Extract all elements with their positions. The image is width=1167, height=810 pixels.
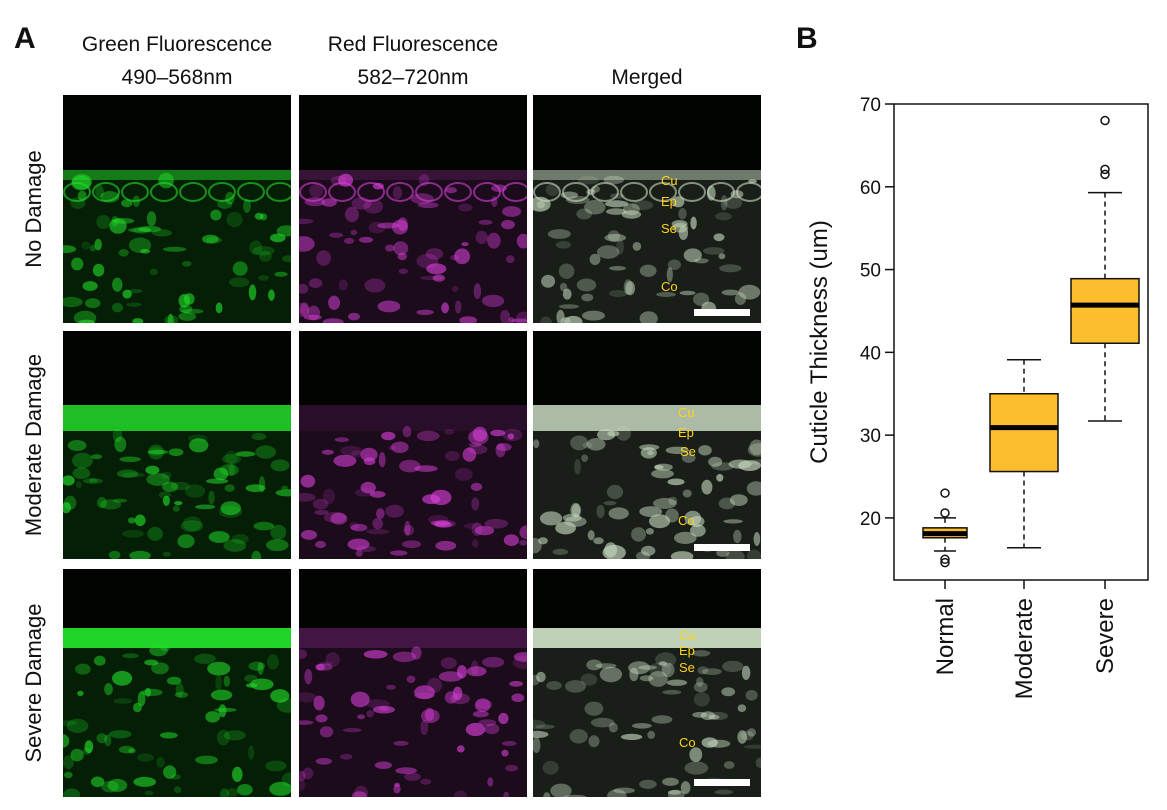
y-axis-label: Cuticle Thickness (um) — [806, 220, 833, 464]
plot-frame — [893, 103, 1149, 581]
boxplot-chart: 20 30 40 50 60 70 Cuticle Thickness (um) Normal… — [806, 95, 1149, 699]
column-header-red: Red Fluorescence 582–720nm — [299, 28, 527, 94]
scale-bar-row3 — [694, 779, 750, 786]
region-label-se-row1: Se — [661, 221, 677, 236]
y-tick-label-40: 40 — [860, 343, 881, 364]
scale-bar-row1 — [694, 309, 750, 316]
y-tick-label-50: 50 — [860, 261, 881, 282]
outlier-normal-2 — [940, 554, 950, 565]
column-header-green: Green Fluorescence 490–568nm — [63, 28, 291, 94]
outlier-severe-1 — [1100, 169, 1110, 180]
region-label-se-row2: Se — [680, 444, 696, 459]
x-tick-label-moderate: Moderate — [1011, 598, 1038, 699]
column-header-green-line1: Green Fluorescence — [81, 33, 273, 56]
micrograph-green-row3 — [63, 569, 291, 797]
box-severe — [1070, 277, 1140, 344]
micrograph-red-row2 — [299, 331, 527, 559]
micrograph-green-row2 — [63, 331, 291, 559]
region-label-co-row2: Co — [678, 513, 695, 528]
scale-bar-row2 — [694, 544, 750, 551]
region-label-cu-row1: Cu — [661, 173, 678, 188]
panel-b-letter: B — [796, 22, 818, 55]
column-header-merged-line2: Merged — [611, 66, 683, 89]
region-label-co-row1: Co — [661, 279, 678, 294]
region-label-ep-row2: Ep — [678, 425, 694, 440]
y-tick-label-60: 60 — [860, 178, 881, 199]
column-header-red-line1: Red Fluorescence — [327, 33, 499, 56]
outlier-severe-3 — [1100, 115, 1110, 126]
y-tick-label-20: 20 — [860, 509, 881, 530]
row-label-moderate-damage: Moderate Damage — [21, 353, 46, 537]
micrograph-red-row3 — [299, 569, 527, 797]
outlier-normal-4 — [940, 488, 950, 498]
row-label-severe-damage: Severe Damage — [21, 603, 46, 763]
region-label-cu-row2: Cu — [678, 405, 695, 420]
outlier-normal-3 — [940, 508, 950, 518]
column-header-red-line2: 582–720nm — [357, 66, 469, 89]
region-label-ep-row1: Ep — [661, 194, 677, 209]
region-label-se-row3: Se — [679, 660, 695, 675]
panel-a-letter: A — [14, 22, 36, 55]
x-tick-label-normal: Normal — [932, 598, 959, 675]
micrograph-merged-row2 — [533, 331, 761, 559]
micrograph-merged-row1 — [533, 95, 761, 323]
column-header-green-line2: 490–568nm — [121, 66, 233, 89]
column-header-merged: Merged — [533, 28, 761, 94]
row-label-no-damage: No Damage — [21, 150, 46, 268]
region-label-co-row3: Co — [679, 735, 696, 750]
region-label-cu-row3: Cu — [679, 628, 696, 643]
micrograph-merged-row3 — [533, 569, 761, 797]
y-tick-label-70: 70 — [860, 95, 881, 116]
micrograph-green-row1 — [63, 95, 291, 323]
outlier-normal-1 — [940, 557, 950, 568]
region-label-ep-row3: Ep — [679, 643, 695, 658]
column-header-merged-line1 — [533, 28, 761, 61]
x-tick-label-severe: Severe — [1092, 598, 1119, 674]
outlier-severe-2 — [1100, 164, 1110, 175]
box-moderate — [989, 392, 1059, 473]
micrograph-red-row1 — [299, 95, 527, 323]
y-tick-label-30: 30 — [860, 426, 881, 447]
